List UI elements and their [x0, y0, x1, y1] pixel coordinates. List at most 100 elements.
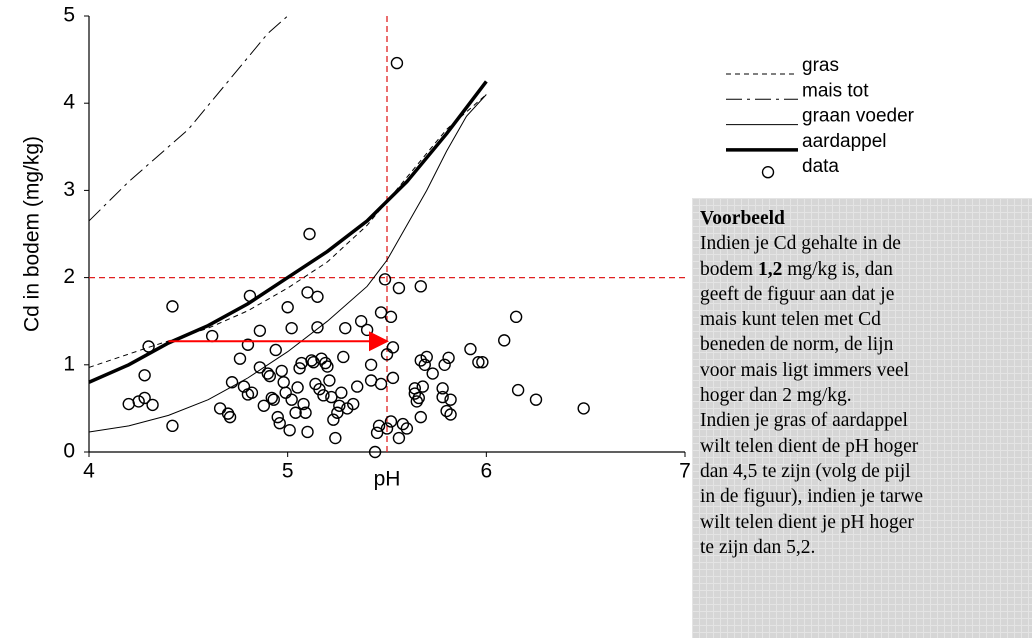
data-point [253, 324, 267, 337]
series-line [88, 15, 288, 222]
data-point [223, 410, 237, 424]
data-point [384, 310, 398, 324]
data-point [315, 352, 328, 365]
data-point [577, 402, 590, 415]
data-point [225, 376, 239, 389]
data-point [237, 380, 251, 393]
data-point [317, 389, 330, 402]
data-point [339, 321, 352, 335]
box-line: Indien je gras of aardappel [700, 410, 908, 432]
data-point [444, 393, 457, 406]
data-point [213, 402, 227, 415]
data-point [261, 367, 274, 380]
data-point [325, 390, 338, 404]
box-line: wilt telen dient je pH hoger [700, 511, 914, 533]
box-line: mais kunt telen met Cd [700, 309, 881, 331]
data-point [285, 393, 298, 406]
data-point [337, 350, 350, 364]
data-point [420, 350, 433, 364]
series-line [88, 80, 488, 384]
data-point [436, 382, 449, 395]
data-point [132, 395, 145, 408]
box-line: wilt telen dient de pH hoger [700, 435, 919, 457]
data-point [438, 358, 451, 371]
x-tick-label: 5 [282, 460, 294, 483]
data-point [321, 360, 334, 373]
data-point [386, 341, 400, 354]
data-point [476, 355, 489, 369]
data-point [414, 280, 427, 293]
data-point [390, 56, 404, 70]
box-line: te zijn dan 5,2. [700, 536, 816, 558]
data-point [386, 371, 400, 385]
data-point [368, 445, 382, 459]
data-point [416, 380, 429, 393]
data-point [241, 338, 255, 351]
data-point [166, 300, 179, 313]
data-point [327, 413, 340, 426]
data-point [360, 323, 374, 337]
data-point [146, 398, 159, 412]
data-point [392, 431, 406, 445]
y-tick-label: 4 [63, 91, 75, 114]
data-point [464, 342, 477, 356]
data-point [253, 361, 267, 374]
box-line: dan 4,5 te zijn (volg de pijl [700, 460, 911, 482]
data-point [285, 321, 298, 335]
data-point [511, 383, 525, 397]
data-point [364, 358, 378, 371]
series-line [88, 94, 487, 433]
data-point [233, 352, 247, 365]
data-point [283, 424, 296, 437]
data-point [472, 355, 485, 369]
legend-swatch [761, 165, 775, 179]
data-point [122, 397, 135, 411]
data-point [426, 367, 439, 380]
text-box: Voorbeeld Indien je Cd gehalte in de bod… [692, 198, 1032, 638]
x-tick-label: 4 [83, 460, 95, 483]
data-point [142, 340, 155, 353]
box-line: bodem 1,2 mg/kg is, dan [700, 258, 893, 280]
data-point [205, 329, 219, 343]
data-point [138, 391, 151, 405]
data-point [289, 406, 302, 419]
data-point [498, 334, 511, 347]
data-point [305, 354, 318, 367]
y-tick-label: 1 [63, 352, 75, 375]
box-line: voor mais ligt immers veel [700, 359, 910, 381]
data-point [297, 397, 310, 411]
data-point [414, 410, 427, 424]
data-point [374, 377, 388, 391]
data-point [408, 387, 422, 400]
data-point [275, 364, 288, 378]
box-line: hoger dan 2 mg/kg. [700, 385, 852, 407]
y-axis-label: Cd in bodem (mg/kg) [21, 136, 44, 332]
data-point [380, 422, 394, 435]
legend-label: graan voeder [802, 106, 915, 127]
box-line: in de figuur), indien je tarwe [700, 486, 924, 508]
data-point [418, 358, 431, 371]
data-point [392, 281, 406, 295]
data-point [372, 419, 386, 433]
data-point [271, 410, 284, 424]
data-point [351, 380, 364, 393]
data-point [414, 354, 427, 367]
data-point [166, 419, 179, 433]
data-point [291, 381, 304, 394]
legend-label: aardappel [802, 131, 887, 152]
data-point [529, 393, 543, 406]
data-point [299, 406, 312, 419]
data-point [311, 321, 324, 334]
data-point [400, 422, 414, 435]
data-point [444, 408, 457, 421]
box-title: Voorbeeld [700, 208, 785, 229]
data-point [440, 404, 453, 418]
data-point [263, 369, 276, 383]
data-point [269, 343, 282, 357]
data-point [311, 290, 324, 303]
data-point [354, 315, 368, 328]
x-tick-label: 7 [679, 460, 691, 483]
data-point [307, 355, 320, 369]
data-point [277, 376, 290, 389]
